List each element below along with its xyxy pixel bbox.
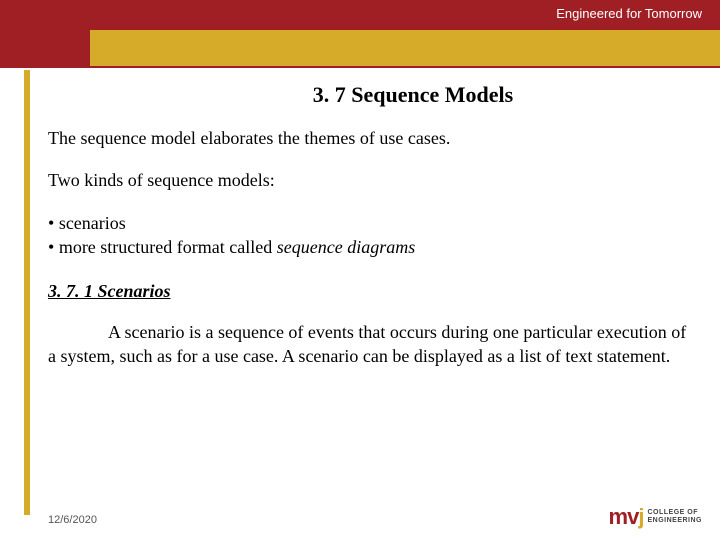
list-item: • more structured format called sequence… bbox=[48, 235, 688, 259]
bullet-text-italic: sequence diagrams bbox=[277, 237, 415, 257]
logo-line2: ENGINEERING bbox=[647, 517, 702, 524]
list-item: • scenarios bbox=[48, 211, 688, 235]
footer-date: 12/6/2020 bbox=[48, 514, 97, 526]
kinds-label: Two kinds of sequence models: bbox=[48, 168, 688, 192]
slide-title: 3. 7 Sequence Models bbox=[48, 82, 688, 108]
logo-line1: COLLEGE OF bbox=[647, 509, 698, 516]
logo-letter-m: m bbox=[609, 504, 628, 529]
logo-text: COLLEGE OF ENGINEERING bbox=[647, 509, 702, 524]
bullet-text: scenarios bbox=[59, 213, 126, 233]
logo-mark: mvj bbox=[609, 504, 644, 530]
intro-paragraph: The sequence model elaborates the themes… bbox=[48, 126, 688, 150]
header-gold-band bbox=[0, 30, 720, 68]
bullet-text-prefix: more structured format called bbox=[59, 237, 277, 257]
scenario-paragraph: A scenario is a sequence of events that … bbox=[48, 320, 688, 369]
logo-letter-v: v bbox=[627, 504, 638, 529]
slide-content: 3. 7 Sequence Models The sequence model … bbox=[48, 82, 688, 369]
bullet-icon: • bbox=[48, 213, 59, 233]
sub-heading: 3. 7. 1 Scenarios bbox=[48, 281, 688, 302]
left-accent-bar bbox=[24, 70, 30, 515]
bullet-icon: • bbox=[48, 237, 59, 257]
logo-letter-j: j bbox=[638, 504, 643, 529]
header-red-band: Engineered for Tomorrow bbox=[0, 0, 720, 30]
bullet-list: • scenarios • more structured format cal… bbox=[48, 211, 688, 260]
header-red-tab bbox=[0, 30, 90, 68]
header-tagline: Engineered for Tomorrow bbox=[556, 6, 702, 21]
footer-logo: mvj COLLEGE OF ENGINEERING bbox=[609, 504, 702, 530]
